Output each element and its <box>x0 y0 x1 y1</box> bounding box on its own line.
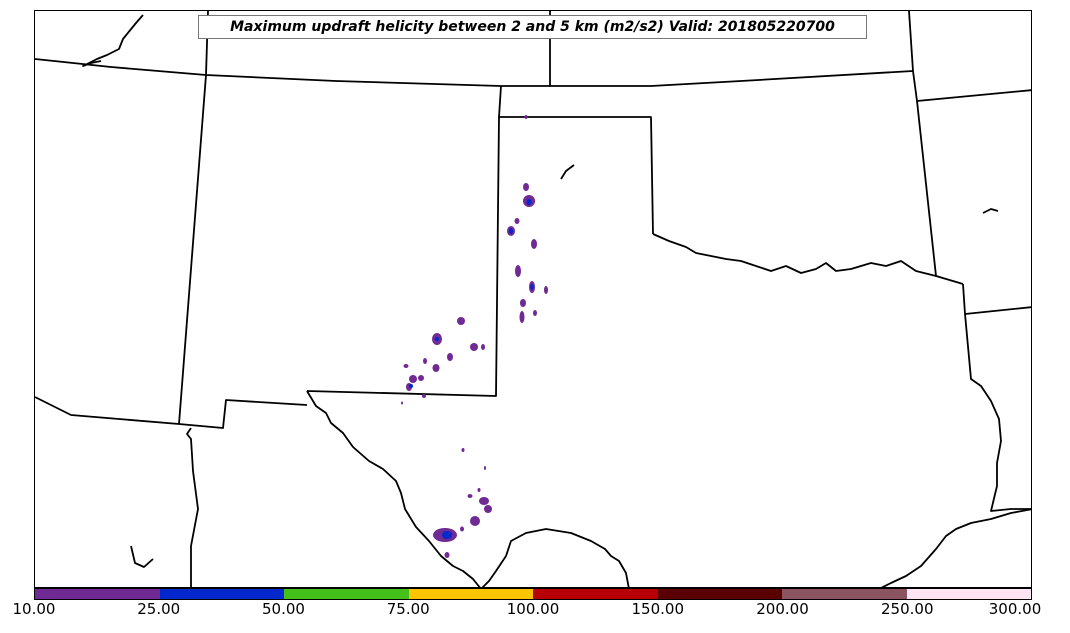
colorbar-tick-label: 25.00 <box>137 600 181 618</box>
colorbar-tick-label: 200.00 <box>756 600 809 618</box>
great-lakes-coastline <box>82 14 144 67</box>
map-plot-area <box>34 10 1032 588</box>
colorbar-tick-label: 300.00 <box>988 600 1042 618</box>
colorbar-tick-label: 150.00 <box>631 600 685 618</box>
colorbar-tick-label: 10.00 <box>12 600 56 618</box>
colorbar-segment <box>782 589 907 599</box>
colorbar-segment <box>906 589 1031 599</box>
colorbar-segment <box>284 589 409 599</box>
colorbar-segment <box>657 589 782 599</box>
border-north-1 <box>205 11 1031 102</box>
texas-east-border <box>962 283 1031 512</box>
colorbar-tick-label: 50.00 <box>262 600 305 618</box>
lake-arkansas <box>982 208 999 214</box>
colorbar-segment <box>159 589 284 599</box>
colorbar-segment <box>408 589 533 599</box>
map-canvas <box>35 11 1031 587</box>
texas-mexico-river <box>481 528 630 587</box>
border-east-2 <box>964 306 1031 315</box>
border-northwest <box>35 58 207 76</box>
border-nm-south <box>178 399 308 429</box>
colorbar-segment <box>533 589 658 599</box>
helicity-swaths <box>401 115 548 558</box>
gulf-coast <box>880 508 1031 587</box>
border-kansas-oklahoma <box>498 85 654 235</box>
colorbar-tick-label: 100.00 <box>506 600 560 618</box>
map-title: Maximum updraft helicity between 2 and 5… <box>198 15 867 39</box>
red-river <box>652 233 964 285</box>
border-colorado-west <box>178 74 207 425</box>
colorbar-tick-label: 250.00 <box>881 600 934 618</box>
border-east-1 <box>916 100 937 277</box>
colorbar-segment <box>35 589 160 599</box>
border-southwest <box>35 396 180 425</box>
border-north-3 <box>908 11 914 72</box>
lake-rio <box>130 545 154 568</box>
colorbar-tick-label: 75.00 <box>386 600 430 618</box>
lake-kansas <box>560 164 575 180</box>
texas-outline <box>306 390 481 587</box>
texas-panhandle <box>306 116 500 397</box>
border-az-nm <box>186 427 199 587</box>
colorbar <box>34 588 1032 600</box>
